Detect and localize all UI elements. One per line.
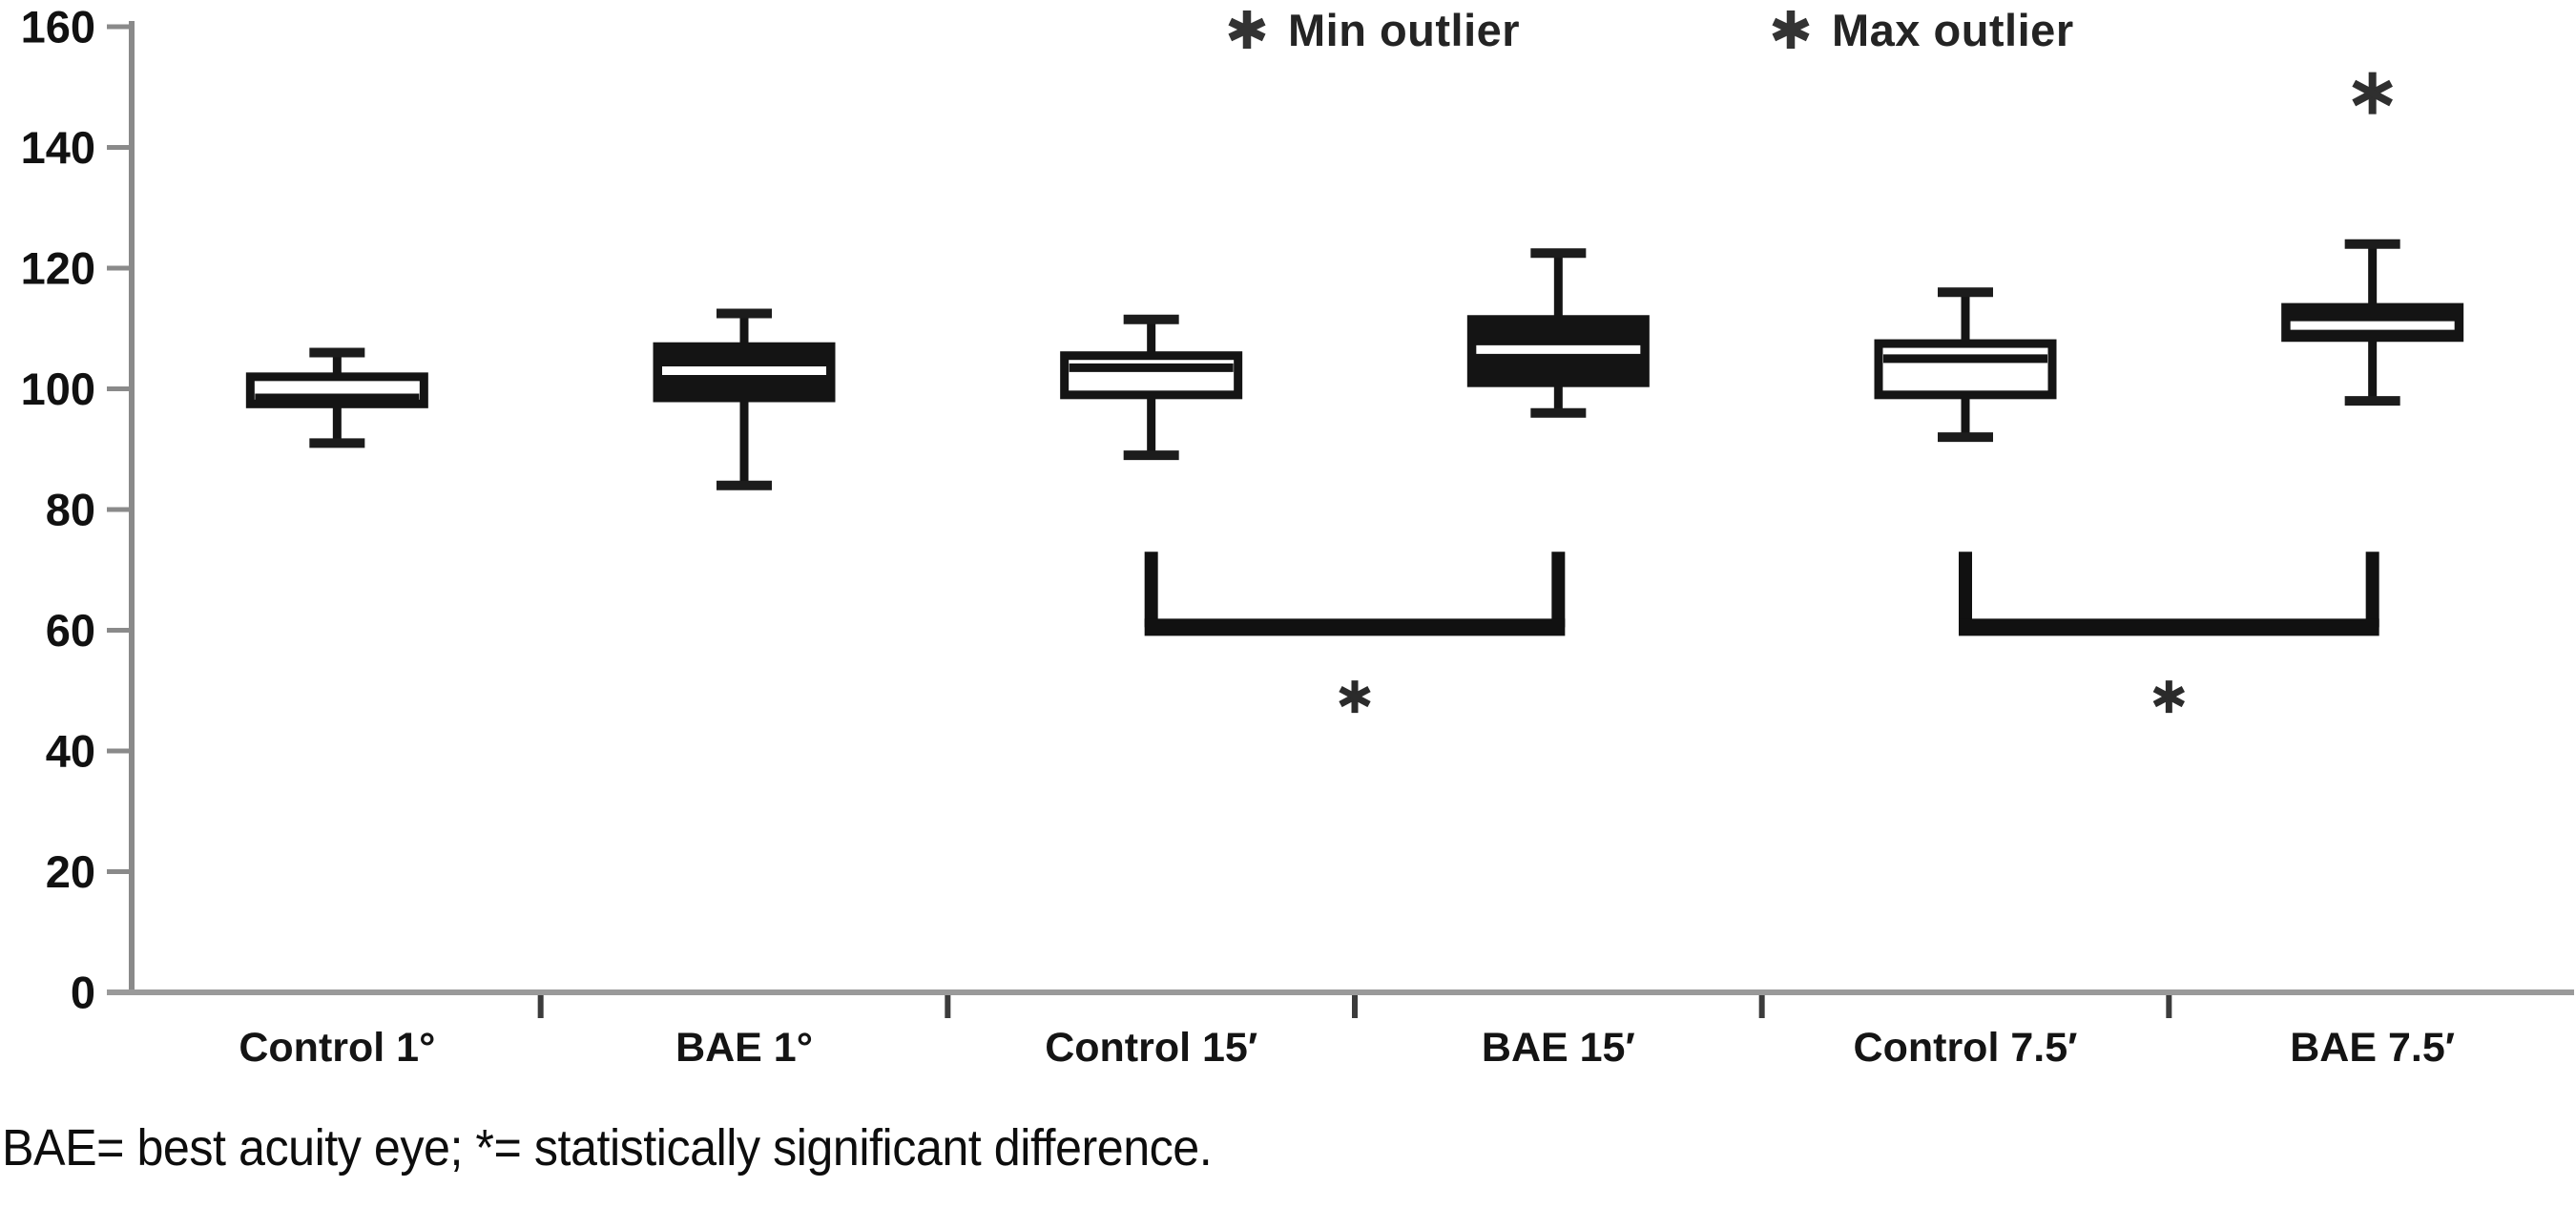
significance-bracket [1959, 552, 2379, 714]
box [1874, 339, 2057, 400]
category-label: BAE 1° [675, 1025, 813, 1071]
boxplot-Control 1° [245, 347, 428, 448]
category-label: Control 7.5′ [1854, 1025, 2078, 1071]
y-tick-label: 20 [46, 846, 95, 897]
category-label: Control 15′ [1045, 1025, 1257, 1071]
boxplot-Control 15′ [1060, 314, 1243, 461]
y-tick-label: 0 [71, 968, 95, 1018]
asterisk-stroke [1339, 686, 1371, 708]
y-tick-label: 80 [46, 485, 95, 535]
boxplot-BAE 7.5′ [2281, 72, 2464, 406]
boxplot-Control 7.5′ [1874, 287, 2057, 443]
boxplot-BAE 1° [653, 308, 836, 490]
significance-bracket [1144, 552, 1566, 714]
y-tick-label: 60 [46, 605, 95, 656]
y-tick-label: 120 [21, 243, 95, 294]
y-tick-label: 40 [46, 726, 95, 777]
boxplot-BAE 15′ [1466, 248, 1650, 418]
asterisk-stroke [2152, 686, 2185, 708]
y-tick-label: 140 [21, 122, 95, 173]
outlier-asterisk-icon [2352, 72, 2393, 115]
y-tick-label: 100 [21, 364, 95, 414]
figure-caption: BAE= best acuity eye; *= statistically s… [2, 1119, 1213, 1177]
asterisk-stroke [2352, 79, 2393, 107]
box [1060, 351, 1243, 400]
significance-asterisk-icon [2152, 680, 2185, 714]
y-tick-label: 160 [21, 2, 95, 52]
category-label: BAE 7.5′ [2290, 1025, 2455, 1071]
category-label: Control 1° [239, 1025, 435, 1071]
significance-asterisk-icon [1339, 680, 1371, 714]
category-label: BAE 15′ [1482, 1025, 1635, 1071]
